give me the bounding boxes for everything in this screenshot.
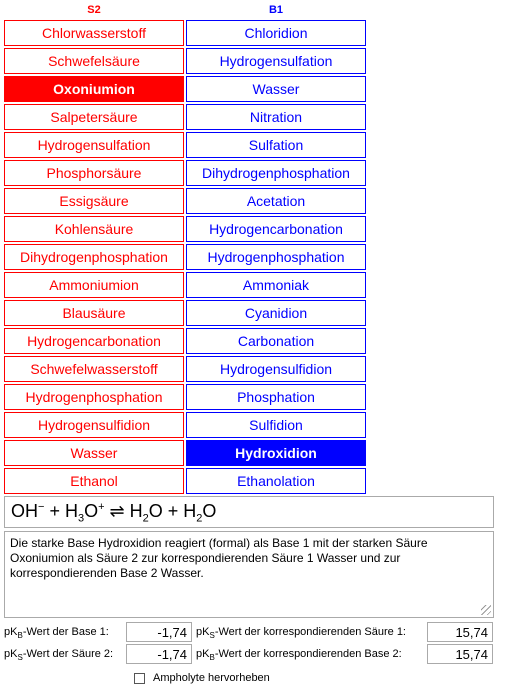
acid-cell[interactable]: Wasser (4, 440, 184, 466)
reaction-equation: OH− + H3O+ ⇌ H2O + H2O (4, 496, 494, 528)
base-cell[interactable]: Sulfation (186, 132, 366, 158)
pkb-base2-label: pKB-Wert der korrespondierenden Base 2: (196, 648, 402, 663)
base-cell[interactable]: Wasser (186, 76, 366, 102)
ampholyte-option[interactable]: Ampholyte hervorheben (134, 670, 270, 686)
acid-cell[interactable]: Hydrogencarbonation (4, 328, 184, 354)
acid-cell[interactable]: Phosphorsäure (4, 160, 184, 186)
equation-index: 2 (142, 512, 149, 525)
equation-part: O (202, 501, 217, 521)
base-cell[interactable]: Carbonation (186, 328, 366, 354)
equation-index: 2 (196, 512, 203, 525)
pks-acid1-field[interactable]: 15,74 (427, 622, 493, 642)
pks-acid2-label: pKS-Wert der Säure 2: (4, 648, 114, 663)
acid-cell[interactable]: Oxoniumion (4, 76, 184, 102)
base-cell[interactable]: Nitration (186, 104, 366, 130)
equation-part: O + H (148, 501, 197, 521)
pk-row-1: pKB-Wert der Base 1: -1,74 pKS-Wert der … (4, 622, 494, 642)
acid-column-header: S2 (87, 4, 101, 16)
base-column: Chloridion Hydrogensulfation Wasser Nitrati… (186, 20, 366, 496)
acid-cell[interactable]: Kohlensäure (4, 216, 184, 242)
pkb-base1-label: pKB-Wert der Base 1: (4, 626, 109, 641)
base-cell[interactable]: Cyanidion (186, 300, 366, 326)
base-cell[interactable]: Hydroxidion (186, 440, 366, 466)
base-cell[interactable]: Hydrogencarbonation (186, 216, 366, 242)
equation-part: ⇌ H (104, 501, 143, 521)
resize-grip-icon[interactable] (481, 605, 491, 615)
base-cell[interactable]: Ethanolation (186, 468, 366, 494)
equation-part: O (84, 501, 99, 521)
pk-row-2: pKS-Wert der Säure 2: -1,74 pKB-Wert der… (4, 644, 494, 664)
acid-column: Chlorwasserstoff Schwefelsäure Oxoniumion S… (4, 20, 184, 496)
equation-charge: − (38, 501, 45, 513)
base-cell[interactable]: Dihydrogenphosphation (186, 160, 366, 186)
equation-part: OH (11, 501, 38, 521)
ampholyte-label: Ampholyte hervorheben (153, 672, 270, 684)
acid-cell[interactable]: Ethanol (4, 468, 184, 494)
pkb-base1-field[interactable]: -1,74 (126, 622, 192, 642)
pks-acid2-field[interactable]: -1,74 (126, 644, 192, 664)
equation-charge: + (98, 501, 105, 513)
pks-acid1-label: pKS-Wert der korrespondierenden Säure 1: (196, 626, 406, 641)
acid-cell[interactable]: Schwefelwasserstoff (4, 356, 184, 382)
base-cell[interactable]: Phosphation (186, 384, 366, 410)
base-cell[interactable]: Sulfidion (186, 412, 366, 438)
acid-cell[interactable]: Essigsäure (4, 188, 184, 214)
acid-cell[interactable]: Schwefelsäure (4, 48, 184, 74)
equation-part: + H (44, 501, 78, 521)
ampholyte-checkbox[interactable] (134, 672, 145, 684)
acid-cell[interactable]: Chlorwasserstoff (4, 20, 184, 46)
equation-index: 3 (77, 512, 85, 525)
acid-cell[interactable]: Dihydrogenphosphation (4, 244, 184, 270)
base-column-header: B1 (268, 4, 284, 16)
base-cell[interactable]: Hydrogensulfidion (186, 356, 366, 382)
acid-cell[interactable]: Hydrogensulfation (4, 132, 184, 158)
explanation-text: Die starke Base Hydroxidion reagiert (fo… (10, 536, 428, 580)
base-cell[interactable]: Hydrogenphosphation (186, 244, 366, 270)
acid-cell[interactable]: Salpetersäure (4, 104, 184, 130)
acid-cell[interactable]: Hydrogensulfidion (4, 412, 184, 438)
acid-cell[interactable]: Hydrogenphosphation (4, 384, 184, 410)
explanation-textarea[interactable]: Die starke Base Hydroxidion reagiert (fo… (4, 531, 494, 618)
base-cell[interactable]: Acetation (186, 188, 366, 214)
base-cell[interactable]: Hydrogensulfation (186, 48, 366, 74)
pkb-base2-field[interactable]: 15,74 (427, 644, 493, 664)
base-cell[interactable]: Chloridion (186, 20, 366, 46)
base-cell[interactable]: Ammoniak (186, 272, 366, 298)
acid-cell[interactable]: Ammoniumion (4, 272, 184, 298)
acid-cell[interactable]: Blausäure (4, 300, 184, 326)
